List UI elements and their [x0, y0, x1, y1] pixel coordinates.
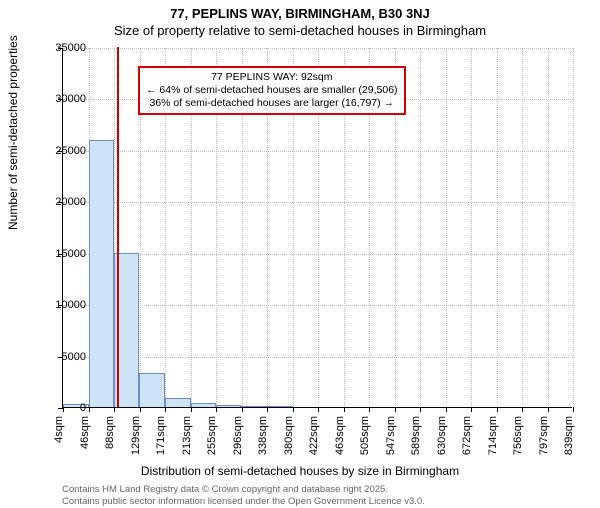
x-tick: [140, 407, 141, 412]
gridline-v: [573, 48, 574, 408]
title-line-2: Size of property relative to semi-detach…: [0, 23, 600, 38]
footer-line-2: Contains public sector information licen…: [62, 496, 425, 508]
y-tick-label: 25000: [36, 145, 86, 157]
x-axis-label: Distribution of semi-detached houses by …: [0, 464, 600, 478]
y-tick-label: 0: [36, 402, 86, 414]
property-marker-line: [117, 47, 119, 407]
x-tick: [344, 407, 345, 412]
x-tick: [471, 407, 472, 412]
annotation-line: ← 64% of semi-detached houses are smalle…: [146, 84, 398, 97]
x-tick: [318, 407, 319, 412]
title-block: 77, PEPLINS WAY, BIRMINGHAM, B30 3NJ Siz…: [0, 0, 600, 38]
histogram-bar: [191, 403, 217, 407]
histogram-bar: [241, 406, 267, 407]
annotation-line: 36% of semi-detached houses are larger (…: [146, 97, 398, 110]
chart-area: 77 PEPLINS WAY: 92sqm← 64% of semi-detac…: [62, 48, 572, 408]
x-tick: [548, 407, 549, 412]
gridline-v: [420, 48, 421, 408]
histogram-bar: [89, 140, 115, 407]
x-tick: [165, 407, 166, 412]
x-tick: [497, 407, 498, 412]
x-tick: [191, 407, 192, 412]
chart-container: 77, PEPLINS WAY, BIRMINGHAM, B30 3NJ Siz…: [0, 0, 600, 500]
y-tick-label: 20000: [36, 196, 86, 208]
annotation-line: 77 PEPLINS WAY: 92sqm: [146, 71, 398, 84]
gridline-v: [471, 48, 472, 408]
y-tick-label: 10000: [36, 299, 86, 311]
gridline-v: [548, 48, 549, 408]
x-tick: [293, 407, 294, 412]
footer-line-1: Contains HM Land Registry data © Crown c…: [62, 484, 425, 496]
x-tick: [395, 407, 396, 412]
histogram-bar: [216, 405, 241, 407]
histogram-bar: [267, 406, 293, 407]
gridline-v: [522, 48, 523, 408]
y-tick-label: 30000: [36, 93, 86, 105]
histogram-bar: [165, 398, 191, 407]
x-tick: [89, 407, 90, 412]
annotation-box: 77 PEPLINS WAY: 92sqm← 64% of semi-detac…: [138, 66, 406, 115]
x-tick: [522, 407, 523, 412]
y-axis-label: Number of semi-detached properties: [6, 35, 20, 230]
x-tick: [242, 407, 243, 412]
y-tick-label: 35000: [36, 42, 86, 54]
footer-attribution: Contains HM Land Registry data © Crown c…: [62, 484, 425, 508]
x-tick: [267, 407, 268, 412]
x-tick: [114, 407, 115, 412]
gridline-v: [497, 48, 498, 408]
histogram-bar: [139, 373, 165, 407]
y-tick-label: 15000: [36, 248, 86, 260]
y-tick-label: 5000: [36, 351, 86, 363]
plot-region: 77 PEPLINS WAY: 92sqm← 64% of semi-detac…: [62, 48, 572, 408]
gridline-v: [446, 48, 447, 408]
x-tick: [369, 407, 370, 412]
x-tick: [420, 407, 421, 412]
x-tick: [216, 407, 217, 412]
x-tick: [446, 407, 447, 412]
x-tick: [573, 407, 574, 412]
title-line-1: 77, PEPLINS WAY, BIRMINGHAM, B30 3NJ: [0, 6, 600, 21]
